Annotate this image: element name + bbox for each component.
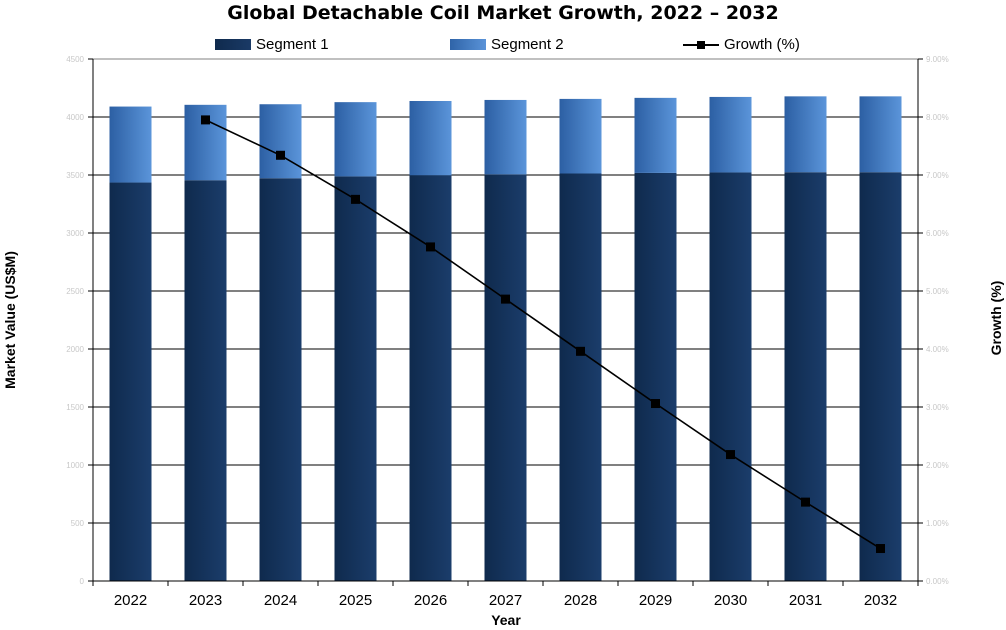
y-tick-label-right: 9.00% [926,55,949,64]
bar-segment-1 [409,175,452,581]
legend-item-segment-2: Segment 2 [450,36,564,53]
bar-segment-2 [709,96,752,173]
growth-point [501,294,510,304]
y-tick-label-left: 3500 [66,171,84,180]
x-tick-label: 2029 [639,592,672,609]
bar-segment-1 [484,174,527,581]
y-tick-label-right: 0.00% [926,577,949,586]
legend-label-growth: Growth (%) [724,36,800,53]
y-axis-left-ticks: 0 500 1000 1500 2000 2500 3000 3500 4000 4500 [66,55,84,586]
growth-point [576,346,585,356]
y-tick-label-left: 0 [80,577,85,586]
bar-segment-2 [259,104,302,179]
bar-segment-2 [784,96,827,173]
growth-point [426,242,435,252]
bar-segment-1 [559,173,602,581]
x-axis-ticks: 2022 2023 2024 2025 2026 2027 2028 2029 2030 2031… [114,592,897,609]
bar-segment-1 [634,172,677,582]
bar-segment-1 [259,178,302,582]
y-tick-label-left: 2000 [66,345,84,354]
growth-point [876,544,885,554]
growth-point [726,450,735,460]
legend-label-segment-1: Segment 1 [256,36,329,53]
y-tick-label-left: 2500 [66,287,84,296]
y-tick-label-left: 3000 [66,229,84,238]
legend: Segment 1 Segment 2 Growth (%) [0,36,1006,56]
bar-segment-1 [109,182,152,582]
y-tick-label-right: 3.00% [926,403,949,412]
legend-item-growth: Growth (%) [683,36,800,53]
y-tick-label-right: 4.00% [926,345,949,354]
growth-point [201,115,210,125]
bar-segment-2 [634,97,677,173]
bars [109,96,902,582]
legend-swatch-growth [683,39,719,50]
y-tick-label-right: 5.00% [926,287,949,296]
growth-point [351,194,360,204]
bar-segment-1 [784,172,827,581]
x-tick-label: 2024 [264,592,297,609]
x-tick-label: 2028 [564,592,597,609]
growth-line [201,115,885,554]
y-tick-label-right: 2.00% [926,461,949,470]
x-tick-label: 2026 [414,592,447,609]
y-axis-right-ticks: 0.00% 1.00% 2.00% 3.00% 4.00% 5.00% 6.00% 7.00%… [926,55,949,586]
axes [92,58,919,586]
y-tick-label-left: 500 [71,519,85,528]
legend-item-segment-1: Segment 1 [215,36,329,53]
chart-title: Global Detachable Coil Market Growth, 20… [227,2,779,24]
bar-segment-1 [184,180,227,581]
y-tick-label-right: 1.00% [926,519,949,528]
y-tick-label-right: 6.00% [926,229,949,238]
growth-point [651,399,660,409]
growth-point [801,497,810,507]
x-tick-label: 2022 [114,592,147,609]
x-tick-label: 2027 [489,592,522,609]
bar-segment-1 [334,176,377,581]
x-tick-label: 2032 [864,592,897,609]
x-tick-label: 2025 [339,592,372,609]
legend-swatch-segment-1 [215,39,251,50]
y-tick-label-right: 7.00% [926,171,949,180]
x-axis-title: Year [491,612,521,628]
bar-segment-2 [484,99,527,175]
y-tick-label-left: 4500 [66,55,84,64]
bar-segment-2 [559,98,602,174]
y-tick-label-right: 8.00% [926,113,949,122]
bar-segment-2 [109,106,152,183]
bar-segment-2 [409,100,452,176]
x-tick-label: 2031 [789,592,822,609]
y-axis-right-title: Growth (%) [988,280,1004,356]
y-tick-label-left: 4000 [66,113,84,122]
bar-segment-1 [709,172,752,581]
y-tick-label-left: 1500 [66,403,84,412]
legend-label-segment-2: Segment 2 [491,36,564,53]
legend-swatch-segment-2 [450,39,486,50]
bar-segment-2 [334,102,377,177]
x-tick-label: 2030 [714,592,747,609]
bar-segment-2 [859,96,902,173]
growth-point [276,150,285,160]
y-axis-left-title: Market Value (US$M) [2,251,18,389]
y-tick-label-left: 1000 [66,461,84,470]
growth-line-path [205,119,881,550]
bar-segment-1 [859,172,902,581]
x-tick-label: 2023 [189,592,222,609]
